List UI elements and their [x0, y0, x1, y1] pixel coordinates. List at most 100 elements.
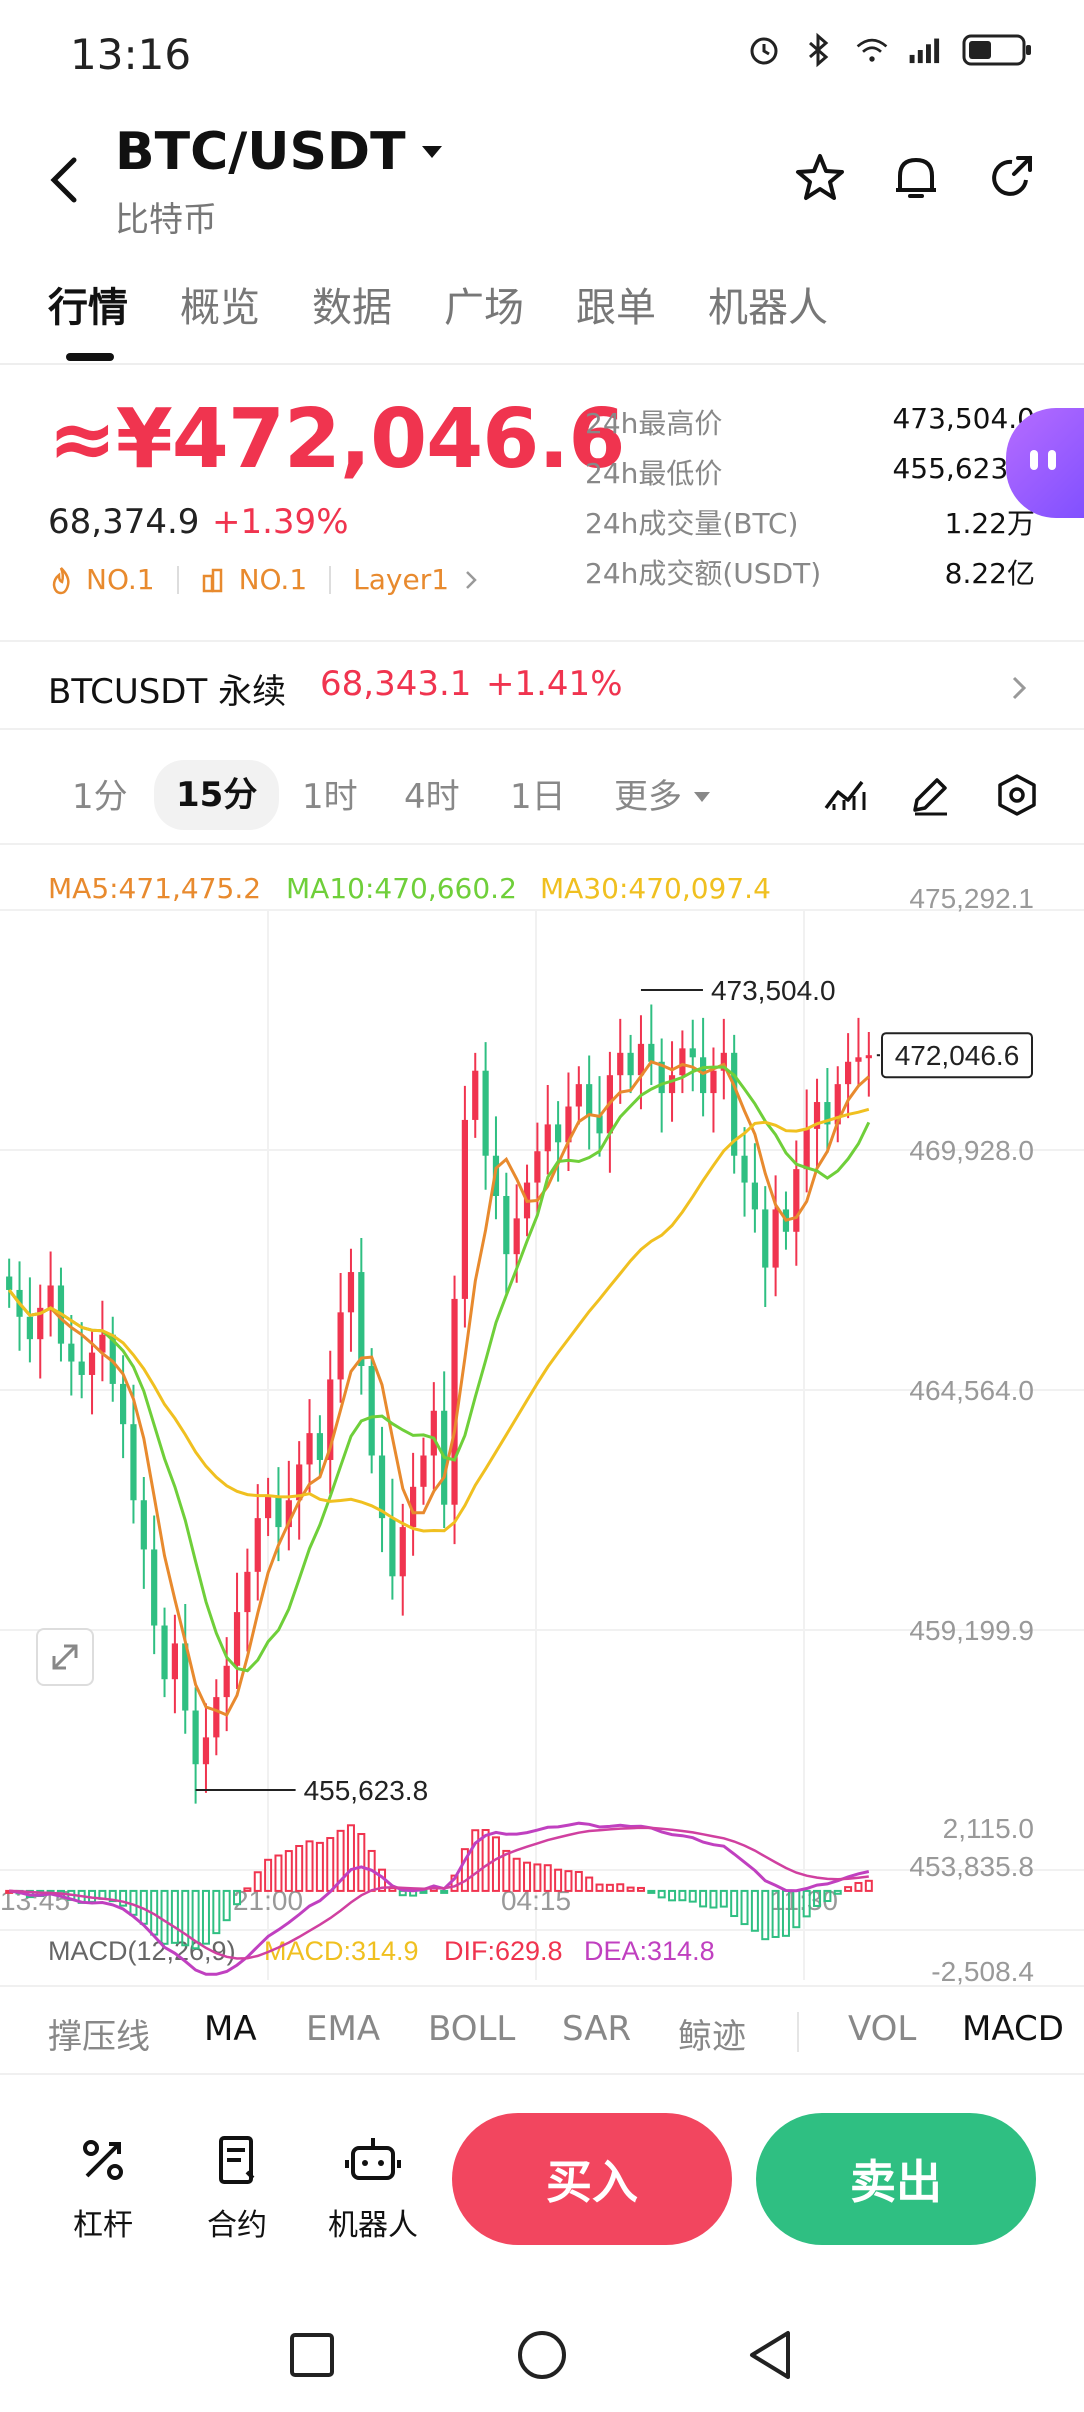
square-icon — [290, 2333, 334, 2377]
stat-label: 24h成交额(USDT) — [585, 557, 822, 590]
tab-market[interactable]: 行情 — [48, 285, 128, 331]
macd-bar — [719, 1889, 728, 1908]
home-button[interactable] — [512, 2325, 572, 2385]
candle-body — [254, 1518, 261, 1572]
macd-bar — [626, 1886, 635, 1892]
indicator-support-resistance[interactable]: 撑压线 — [48, 2017, 150, 2057]
candle-body — [865, 1055, 872, 1059]
macd-bar — [191, 1889, 200, 1950]
macd-bar — [491, 1836, 500, 1892]
macd-bar — [574, 1870, 583, 1892]
last-price: ≈¥472,046.6 — [48, 392, 625, 487]
candle-body — [151, 1549, 158, 1626]
candle-body — [710, 1070, 717, 1094]
stat-low: 24h最低价 455,623.8 — [585, 452, 1035, 502]
leverage-button[interactable]: 杠杆 — [48, 2130, 158, 2244]
macd-bar — [585, 1876, 594, 1892]
macd-bar — [771, 1889, 780, 1938]
macd-bar — [212, 1889, 221, 1935]
draw-tool-button[interactable] — [905, 770, 955, 820]
pair-selector[interactable]: BTC/USDT — [115, 122, 444, 182]
system-nav-bar — [0, 2300, 1084, 2412]
interval-1m[interactable]: 1分 — [72, 777, 128, 817]
assistant-bubble[interactable] — [1006, 408, 1084, 518]
indicator-macd[interactable]: MACD — [962, 2009, 1064, 2049]
candle-body — [741, 1155, 748, 1183]
interval-1d[interactable]: 1日 — [510, 777, 566, 817]
tab-data[interactable]: 数据 — [312, 285, 392, 331]
macd-bar — [481, 1829, 490, 1892]
share-button[interactable] — [982, 148, 1042, 208]
perpetual-row[interactable]: BTCUSDT 永续 68,343.1 +1.41% — [0, 640, 1084, 730]
recents-button[interactable] — [282, 2325, 342, 2385]
candle-body — [855, 1057, 862, 1062]
sector-tag[interactable]: Layer1 — [353, 563, 450, 596]
candle-body — [731, 1052, 738, 1156]
sell-button[interactable]: 卖出 — [756, 2113, 1036, 2245]
pair-subtitle: 比特币 — [115, 200, 217, 240]
buy-button[interactable]: 买入 — [452, 2113, 732, 2245]
pencil-icon — [913, 778, 947, 816]
macd-bar — [668, 1889, 677, 1902]
macd-bar — [699, 1889, 708, 1908]
indicator-boll[interactable]: BOLL — [428, 2009, 516, 2049]
indicator-ma[interactable]: MA — [204, 2009, 257, 2049]
candle-body — [751, 1182, 758, 1210]
alert-button[interactable] — [886, 148, 946, 208]
robot-button[interactable]: 机器人 — [318, 2130, 428, 2244]
tab-square[interactable]: 广场 — [444, 285, 524, 331]
candle-body — [99, 1334, 106, 1353]
macd-bar — [688, 1889, 697, 1903]
candle-body — [420, 1455, 427, 1487]
favorite-button[interactable] — [790, 148, 850, 208]
macd-bar — [336, 1829, 345, 1892]
chart-settings-button[interactable] — [992, 770, 1042, 820]
indicator-vol[interactable]: VOL — [848, 2009, 917, 2049]
candle-body — [410, 1486, 417, 1528]
candle-body — [120, 1383, 127, 1425]
status-bar: 13:16 — [0, 0, 1084, 110]
candle-body — [202, 1737, 210, 1765]
hot-rank-badge[interactable]: NO.1 — [86, 563, 155, 596]
interval-1h[interactable]: 1时 — [302, 777, 358, 817]
candle-body — [378, 1455, 386, 1519]
macd-dif: DIF:629.8 — [444, 1936, 563, 1966]
interval-15m[interactable]: 15分 — [154, 760, 280, 830]
macd-bar — [730, 1889, 739, 1918]
indicator-whale[interactable]: 鲸迹 — [678, 2017, 746, 2057]
interval-more[interactable]: 更多 — [614, 767, 712, 827]
low-marker-label: 455,623.8 — [304, 1775, 429, 1806]
candle-body — [617, 1052, 624, 1076]
bar-chart-icon — [202, 568, 222, 592]
candle-body — [834, 1084, 841, 1125]
indicator-tool-button[interactable] — [820, 770, 870, 820]
macd-bar — [823, 1889, 832, 1903]
candle-body — [689, 1048, 696, 1058]
indicator-sar[interactable]: SAR — [562, 2009, 632, 2049]
kline-chart[interactable]: MA5:471,475.2 MA10:470,660.2 MA30:470,09… — [0, 850, 1084, 1980]
candle-body — [451, 1298, 458, 1505]
candle-body — [637, 1043, 645, 1076]
y-tick-label: 475,292.1 — [909, 883, 1034, 914]
candle-body — [37, 1307, 44, 1340]
macd-y-tick: 2,115.0 — [943, 1813, 1034, 1844]
volume-rank-badge[interactable]: NO.1 — [238, 563, 308, 596]
tab-bots[interactable]: 机器人 — [708, 285, 828, 331]
fullscreen-button[interactable] — [36, 1628, 94, 1686]
macd-bar — [813, 1889, 822, 1907]
stat-label: 24h成交量(BTC) — [585, 507, 799, 540]
status-icons — [746, 32, 1034, 68]
interval-4h[interactable]: 4时 — [404, 777, 460, 817]
back-button[interactable] — [40, 150, 90, 210]
indicator-ema[interactable]: EMA — [306, 2009, 381, 2049]
macd-bar — [512, 1857, 521, 1892]
macd-bar — [502, 1849, 511, 1892]
contract-button[interactable]: 合约 — [182, 2130, 292, 2244]
back-arrow-icon — [50, 157, 77, 203]
tab-copy-trading[interactable]: 跟单 — [576, 285, 656, 331]
tab-overview[interactable]: 概览 — [180, 285, 260, 331]
back-nav-button[interactable] — [742, 2325, 802, 2385]
candle-body — [565, 1106, 572, 1143]
macd-bar — [253, 1871, 262, 1892]
candle-body — [648, 1043, 655, 1062]
